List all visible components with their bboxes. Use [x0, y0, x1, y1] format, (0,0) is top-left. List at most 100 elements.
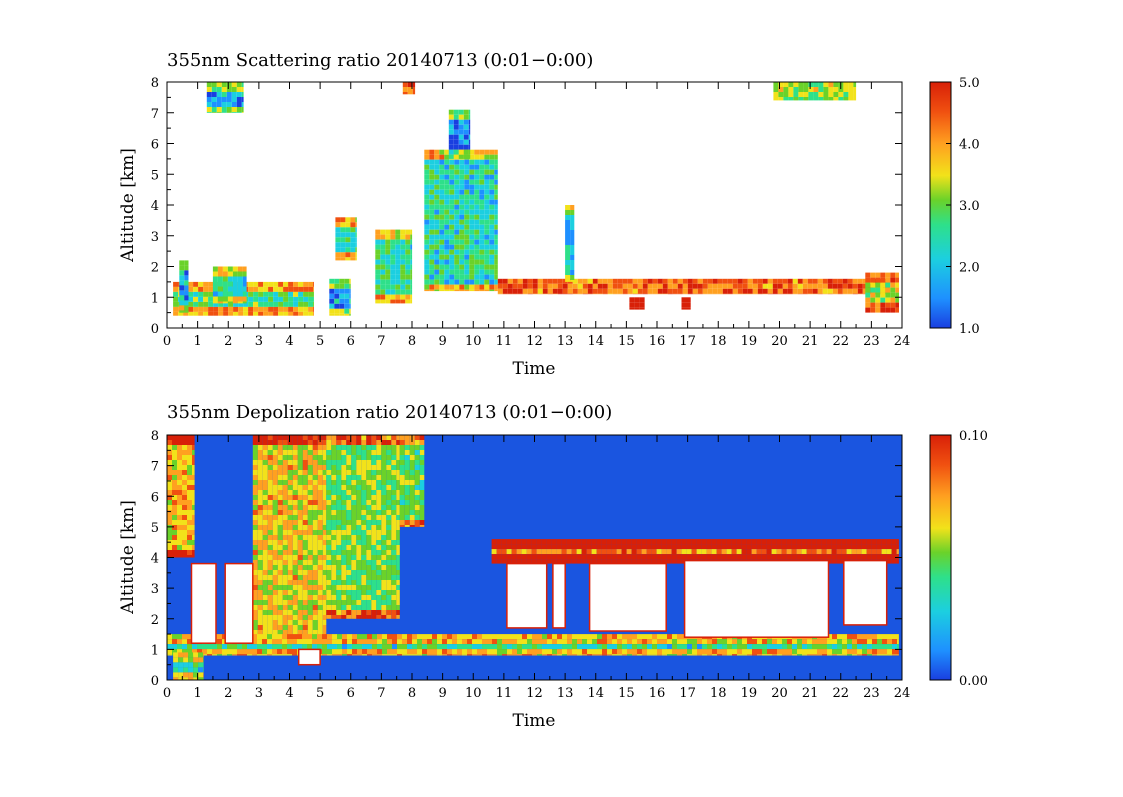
heatmap-cell — [747, 639, 752, 644]
heatmap-cell — [552, 539, 557, 544]
heatmap-cell — [454, 220, 459, 225]
heatmap-cell — [346, 465, 351, 470]
heatmap-cell — [318, 515, 323, 520]
heatmap-cell — [877, 539, 882, 544]
heatmap-cell — [318, 590, 323, 595]
heatmap-cell — [400, 445, 405, 450]
heatmap-cell — [434, 155, 439, 160]
heatmap-cell — [667, 559, 672, 564]
heatmap-cell — [391, 550, 396, 555]
heatmap-cell — [479, 190, 484, 195]
heatmap-cell — [424, 280, 429, 285]
heatmap-cell — [867, 539, 872, 544]
heatmap-cell — [692, 549, 697, 554]
heatmap-cell — [707, 539, 712, 544]
heatmap-cell — [484, 175, 489, 180]
heatmap-cell — [323, 435, 327, 440]
heatmap-cell — [287, 639, 292, 644]
heatmap-cell — [429, 185, 434, 190]
heatmap-cell — [242, 112, 244, 113]
heatmap-cell — [376, 440, 381, 445]
heatmap-cell — [391, 435, 396, 440]
heatmap-cell — [329, 284, 334, 289]
heatmap-cell — [318, 445, 323, 450]
heatmap-cell — [817, 649, 822, 654]
heatmap-cell — [345, 257, 350, 260]
heatmap-cell — [517, 539, 522, 544]
heatmap-cell — [339, 289, 344, 294]
heatmap-cell — [396, 465, 400, 470]
heatmap-cell — [459, 280, 464, 285]
heatmap-cell — [570, 245, 574, 250]
heatmap-cell — [748, 284, 753, 289]
heatmap-cell — [489, 280, 494, 285]
heatmap-cell — [477, 639, 482, 644]
heatmap-cell — [340, 232, 345, 237]
heatmap-cell — [262, 649, 267, 654]
heatmap-cell — [607, 639, 612, 644]
heatmap-cell — [278, 575, 283, 580]
heatmap-cell — [410, 470, 415, 475]
heatmap-cell — [361, 480, 366, 485]
heatmap-cell — [577, 649, 582, 654]
heatmap-cell — [702, 639, 707, 644]
heatmap-cell — [381, 615, 386, 619]
heatmap-cell — [502, 544, 507, 549]
heatmap-cell — [192, 495, 195, 500]
heatmap-cell — [346, 560, 351, 565]
heatmap-cell — [474, 190, 479, 195]
heatmap-cell — [203, 282, 208, 287]
heatmap-cell — [607, 654, 612, 655]
heatmap-cell — [812, 639, 817, 644]
heatmap-cell — [232, 102, 237, 107]
x-tick-label: 13 — [557, 334, 574, 349]
heatmap-cell — [346, 520, 351, 525]
heatmap-cell — [273, 440, 278, 445]
heatmap-cell — [737, 649, 742, 654]
heatmap-cell — [367, 639, 372, 644]
heatmap-cell — [351, 605, 356, 610]
heatmap-cell — [217, 107, 222, 112]
heatmap-cell — [405, 265, 410, 270]
heatmap-cell — [273, 480, 278, 485]
heatmap-cell — [880, 303, 885, 308]
heatmap-cell — [400, 465, 405, 470]
heatmap-cell — [381, 530, 386, 535]
heatmap-cell — [517, 649, 522, 654]
heatmap-cell — [282, 649, 287, 654]
heatmap-cell — [793, 92, 798, 97]
heatmap-cell — [336, 475, 341, 480]
heatmap-cell — [217, 87, 222, 92]
heatmap-cell — [167, 644, 172, 649]
heatmap-cell — [258, 575, 263, 580]
heatmap-cell — [639, 297, 644, 302]
heatmap-cell — [182, 535, 187, 540]
heatmap-cell — [192, 535, 195, 540]
heatmap-cell — [243, 292, 247, 297]
heatmap-cell — [813, 284, 818, 289]
heatmap-cell — [346, 485, 351, 490]
heatmap-cell — [693, 279, 698, 284]
heatmap-cell — [283, 500, 288, 505]
heatmap-cell — [361, 460, 366, 465]
heatmap-cell — [263, 292, 268, 297]
heatmap-cell — [469, 280, 474, 285]
heatmap-cell — [182, 530, 187, 535]
heatmap-cell — [268, 455, 273, 460]
x-tick-label: 17 — [679, 686, 696, 701]
x-tick-label: 6 — [347, 334, 355, 349]
heatmap-cell — [288, 540, 293, 545]
heatmap-cell — [405, 240, 410, 245]
heatmap-cell — [479, 290, 484, 292]
heatmap-cell — [188, 312, 193, 316]
heatmap-cell — [464, 130, 469, 135]
heatmap-cell — [228, 297, 233, 302]
heatmap-cell — [208, 302, 213, 307]
heatmap-cell — [288, 585, 293, 590]
heatmap-cell — [432, 639, 437, 644]
heatmap-cell — [415, 490, 420, 495]
heatmap-cell — [308, 500, 313, 505]
heatmap-cell — [182, 520, 187, 525]
heatmap-cell — [469, 205, 474, 210]
heatmap-cell — [366, 560, 371, 565]
